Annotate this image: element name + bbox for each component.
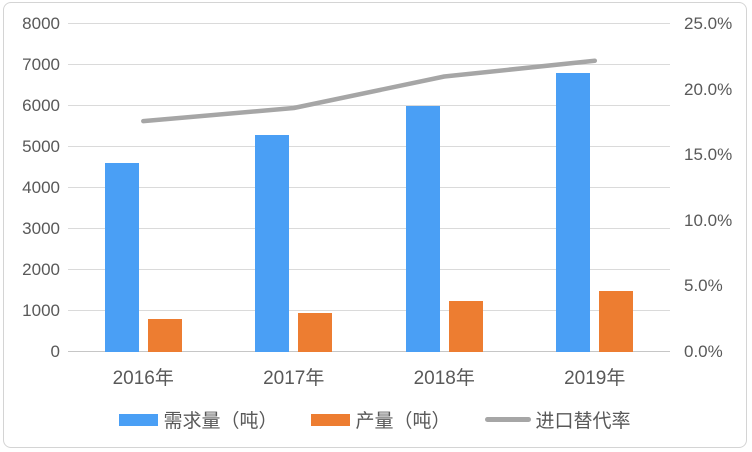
bar-demand (104, 163, 139, 352)
left-axis-tick-label: 7000 (22, 55, 60, 74)
left-axis-tick-label: 1000 (22, 301, 60, 320)
left-axis-tick-label: 2000 (22, 260, 60, 279)
left-axis-tick-label: 0 (50, 342, 60, 361)
x-axis-label: 2019年 (564, 368, 626, 389)
x-axis-label: 2017年 (263, 368, 325, 389)
legend: 需求量（吨） 产量（吨） 进口替代率 (4, 406, 746, 433)
gridline (68, 105, 670, 106)
legend-line-icon (484, 417, 531, 422)
right-axis-tick-label: 0.0% (684, 342, 723, 361)
left-axis-tick-label: 5000 (22, 137, 60, 156)
gridline (68, 146, 670, 147)
left-axis-tick-label: 3000 (22, 219, 60, 238)
left-axis-tick-label: 8000 (22, 14, 60, 33)
left-axis-tick-label: 6000 (22, 96, 60, 115)
bar-demand (556, 73, 591, 352)
legend-label: 进口替代率 (535, 411, 631, 432)
right-axis-tick-label: 15.0% (684, 145, 733, 165)
gridline (68, 269, 670, 270)
legend-item-demand: 需求量（吨） (119, 406, 277, 433)
legend-label: 需求量（吨） (163, 411, 278, 432)
gridline (68, 310, 670, 311)
import-substitution-rate-line (141, 58, 598, 124)
right-axis-ticks: 0.0% 5.0% 10.0% 15.0% 20.0% 25.0% (684, 14, 748, 361)
x-axis-line (68, 351, 670, 352)
legend-item-production: 产量（吨） (311, 406, 451, 433)
bar-production (599, 291, 634, 352)
chart-frame: 0 1000 2000 3000 4000 5000 6000 7000 8000 0.0% 5.… (3, 2, 747, 448)
x-axis-label: 2018年 (413, 368, 475, 389)
left-axis-ticks: 0 1000 2000 3000 4000 5000 6000 7000 8000 (4, 14, 60, 361)
legend-label: 产量（吨） (355, 411, 451, 432)
trend-line (141, 58, 598, 124)
right-axis-tick-label: 20.0% (684, 79, 733, 99)
bar-demand (255, 134, 290, 352)
legend-item-import-substitution-rate: 进口替代率 (484, 406, 631, 433)
legend-swatch-icon (119, 413, 159, 426)
bar-production (147, 319, 182, 352)
x-axis-label: 2016年 (112, 368, 174, 389)
x-axis-labels: 2016年 2017年 2018年 2019年 (68, 363, 670, 390)
bar-production (298, 313, 333, 352)
right-axis-tick-label: 10.0% (684, 210, 733, 230)
bar-demand (405, 106, 440, 352)
bar-production (448, 300, 483, 352)
legend-swatch-icon (311, 413, 351, 426)
left-axis-tick-label: 4000 (22, 178, 60, 197)
gridline (68, 23, 670, 24)
gridline (68, 187, 670, 188)
gridline (68, 64, 670, 65)
plot-area (68, 23, 670, 352)
right-axis-tick-label: 5.0% (684, 276, 723, 296)
right-axis-tick-label: 25.0% (684, 14, 733, 33)
gridline (68, 228, 670, 229)
